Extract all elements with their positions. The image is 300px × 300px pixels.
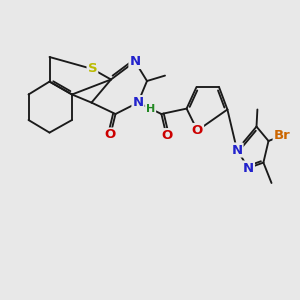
Text: O: O <box>192 124 203 137</box>
Text: N: N <box>243 161 254 175</box>
Text: Br: Br <box>274 129 290 142</box>
Text: H: H <box>146 104 155 114</box>
Text: N: N <box>129 55 141 68</box>
Text: N: N <box>132 96 144 109</box>
Text: O: O <box>105 128 116 142</box>
Text: S: S <box>88 62 97 76</box>
Text: N: N <box>231 143 243 157</box>
Text: O: O <box>161 129 172 142</box>
